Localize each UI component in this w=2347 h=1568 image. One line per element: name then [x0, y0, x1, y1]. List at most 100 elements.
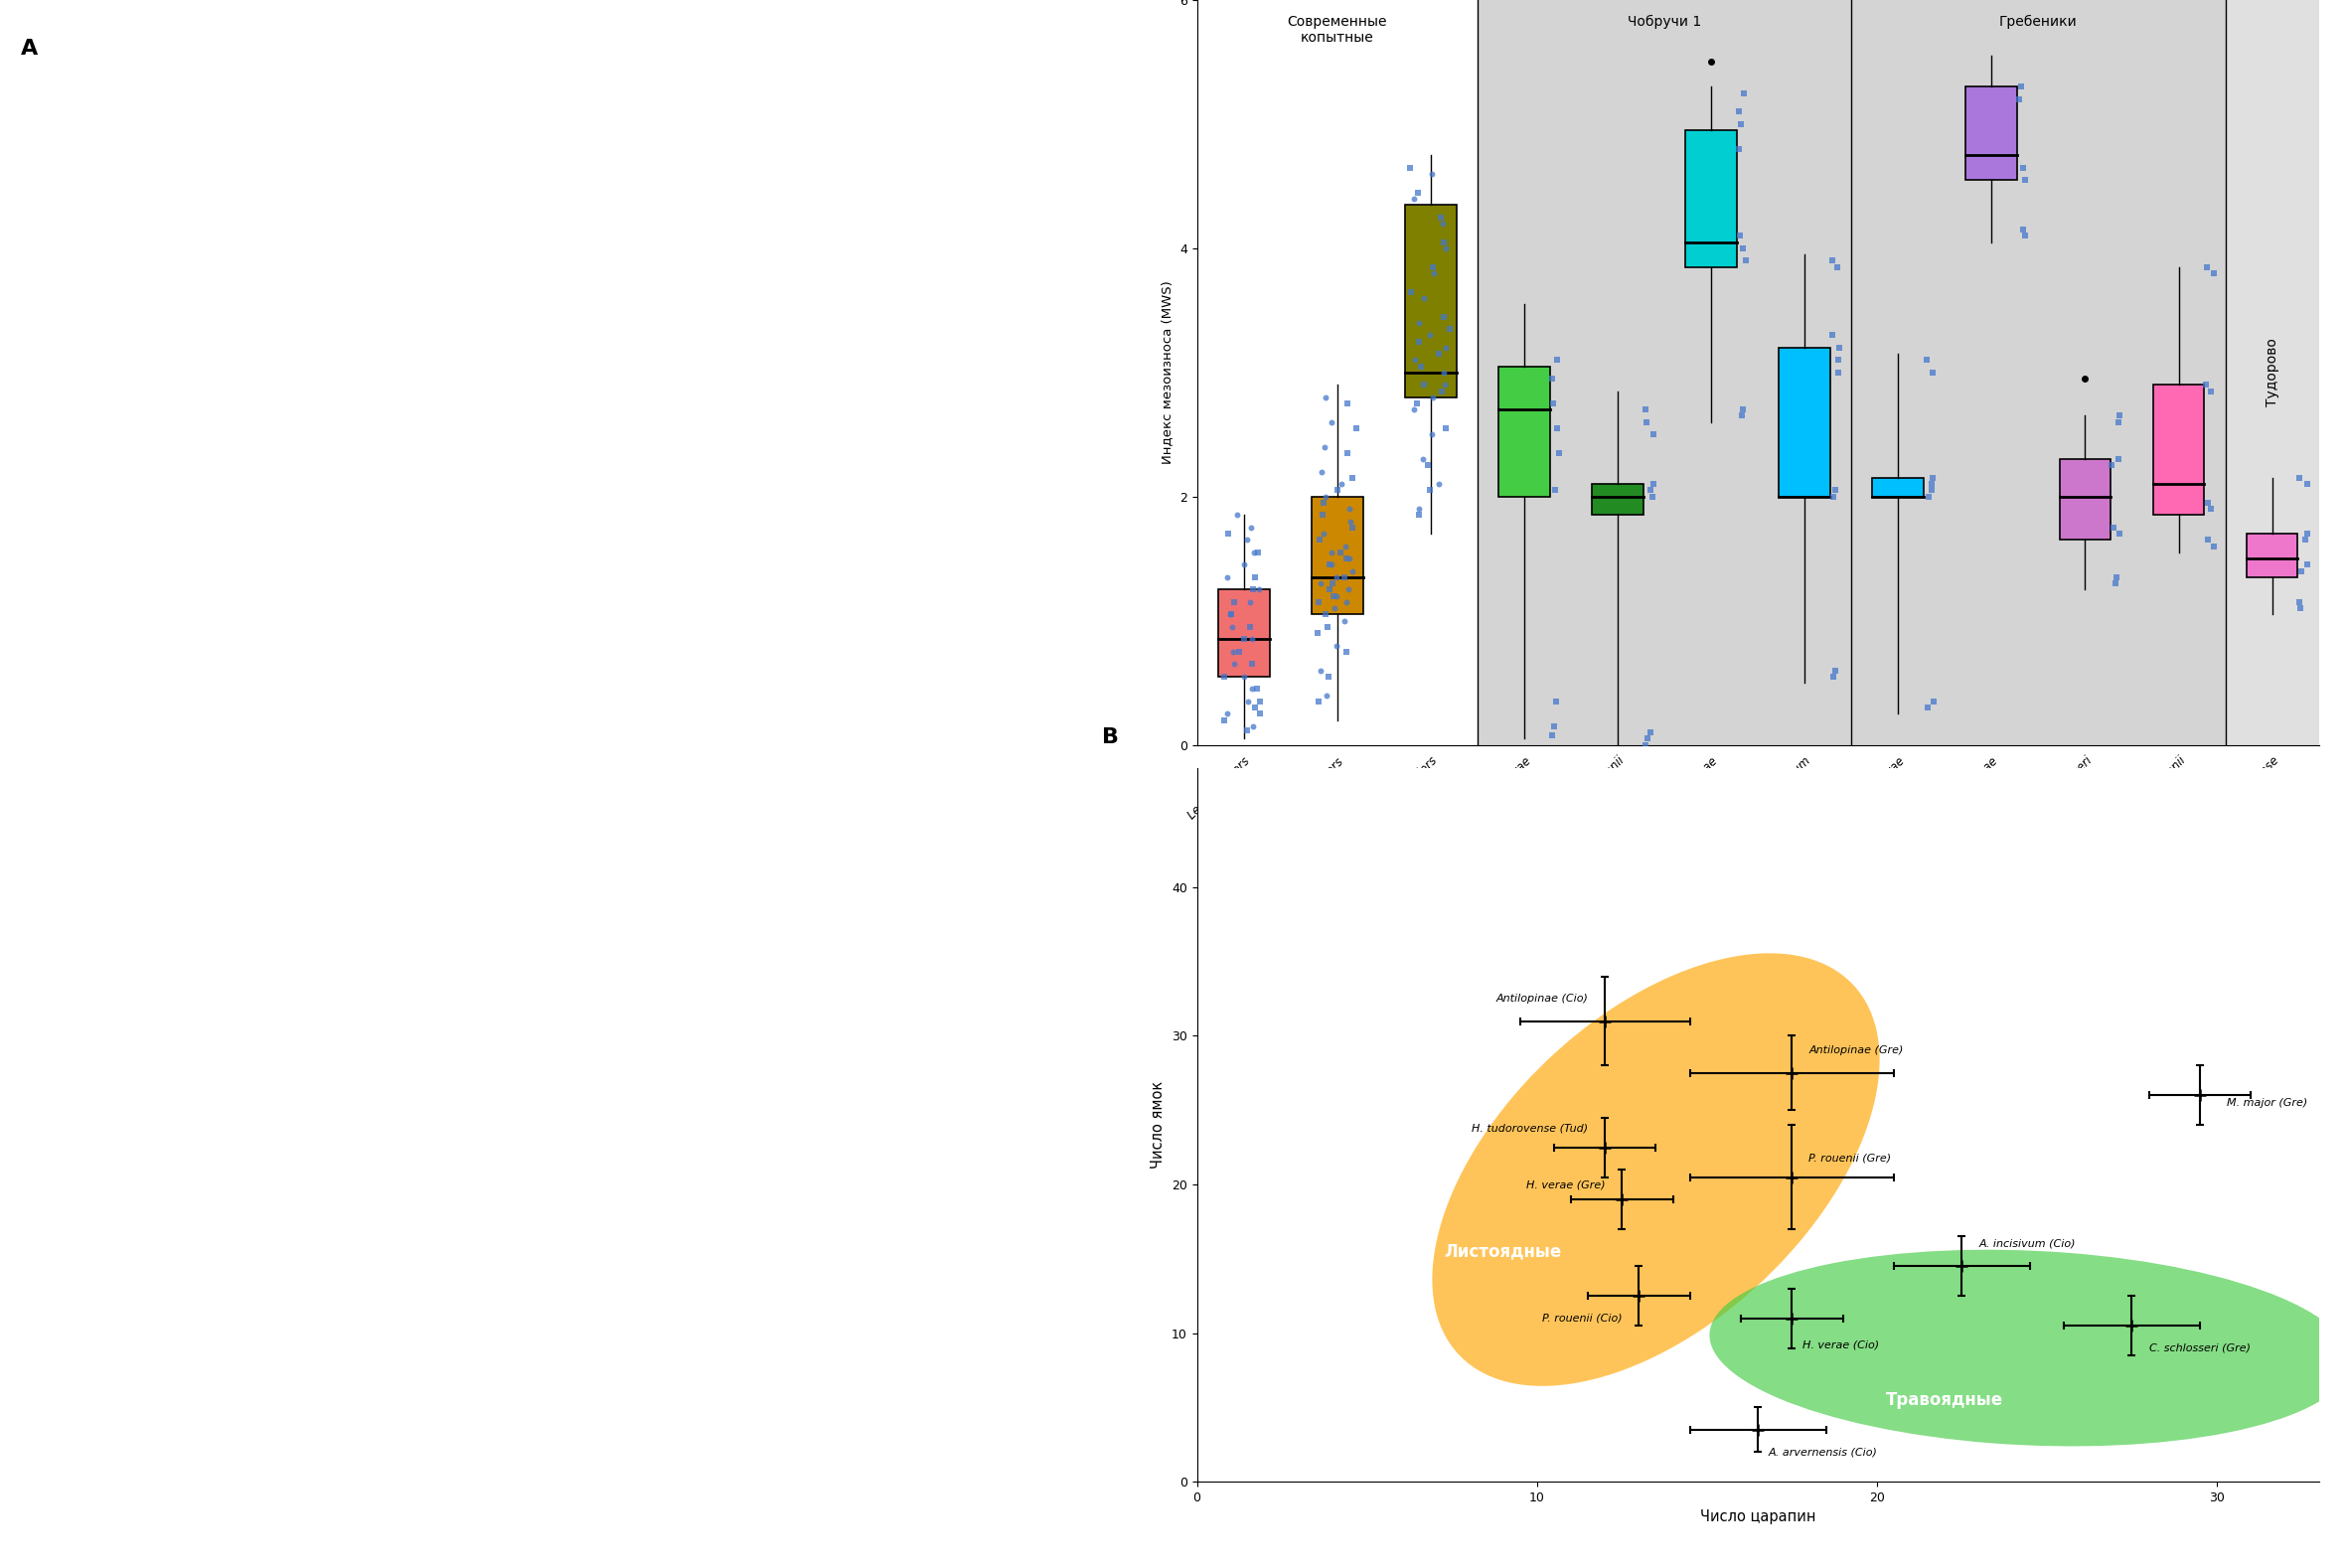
Point: [1817, 478, 1854, 503]
Text: M. major (Gre): M. major (Gre): [2227, 1098, 2307, 1107]
Point: [2194, 533, 2232, 558]
Point: [1425, 361, 1462, 386]
Point: [1399, 180, 1436, 205]
Point: [2286, 527, 2324, 552]
Point: [1725, 235, 1763, 260]
Point: [1326, 608, 1364, 633]
Point: [1537, 348, 1575, 373]
Point: [1326, 590, 1364, 615]
Point: [1631, 478, 1669, 503]
Point: [1727, 248, 1765, 273]
Point: [2094, 453, 2131, 478]
Point: [1209, 521, 1246, 546]
Text: Antilopinae (Gre): Antilopinae (Gre): [1810, 1046, 1903, 1055]
Point: [1432, 317, 1469, 342]
Point: [1533, 723, 1570, 748]
Point: [1631, 720, 1669, 745]
Point: [1225, 552, 1263, 577]
Point: [1540, 441, 1577, 466]
Point: [2098, 409, 2136, 434]
Point: [2096, 514, 2133, 539]
Point: [1425, 212, 1462, 237]
Text: P. rouenii (Gre): P. rouenii (Gre): [1810, 1152, 1892, 1163]
Bar: [1406, 205, 1457, 397]
Point: [1427, 235, 1465, 260]
Point: [2187, 372, 2225, 397]
Bar: [1591, 485, 1643, 516]
Point: [1401, 329, 1439, 354]
Point: [1913, 466, 1950, 491]
Point: [1303, 503, 1340, 528]
Point: [2101, 403, 2138, 428]
Y-axis label: Число ямок: Число ямок: [1150, 1082, 1166, 1168]
Point: [1206, 663, 1244, 688]
Point: [1314, 583, 1352, 608]
Point: [1232, 676, 1270, 701]
Text: А: А: [21, 39, 38, 60]
Point: [1303, 571, 1340, 596]
Point: [1326, 546, 1364, 571]
Point: [2194, 260, 2232, 285]
Point: [2187, 254, 2225, 279]
Point: [2281, 596, 2319, 621]
Point: [1535, 713, 1572, 739]
Point: [2281, 590, 2319, 615]
Point: [1333, 466, 1371, 491]
Text: Современные
копытные: Современные копытные: [1286, 16, 1387, 45]
Point: [1634, 485, 1671, 510]
Point: [1819, 348, 1856, 373]
Point: [1399, 390, 1436, 416]
Point: [1720, 136, 1758, 162]
Text: C. schlosseri (Gre): C. schlosseri (Gre): [2150, 1344, 2251, 1353]
Point: [1634, 472, 1671, 497]
Bar: [2058, 459, 2110, 539]
Point: [1225, 663, 1263, 688]
Point: [1913, 478, 1950, 503]
Text: Antilopinae (Cio): Antilopinae (Cio): [1495, 994, 1589, 1004]
Point: [1218, 503, 1256, 528]
Point: [1232, 615, 1270, 640]
Text: H. verae (Gre): H. verae (Gre): [1526, 1179, 1605, 1190]
Point: [1317, 633, 1354, 659]
Point: [2000, 86, 2037, 111]
Point: [1425, 304, 1462, 329]
Point: [1310, 663, 1347, 688]
Point: [1305, 434, 1342, 459]
Point: [1427, 336, 1465, 361]
Point: [1725, 80, 1763, 105]
Bar: [2225, 0, 2319, 745]
Point: [1413, 422, 1450, 447]
Point: [1396, 397, 1434, 422]
Point: [1404, 354, 1441, 379]
Text: Травоядные: Травоядные: [1887, 1391, 2004, 1410]
Point: [1394, 187, 1432, 212]
Point: [1319, 478, 1357, 503]
Point: [1235, 713, 1272, 739]
Point: [1814, 323, 1852, 348]
Point: [1298, 621, 1335, 646]
Point: [1232, 514, 1270, 539]
Text: A. incisivum (Cio): A. incisivum (Cio): [1979, 1239, 2075, 1250]
Point: [1720, 223, 1758, 248]
Point: [1401, 497, 1439, 522]
Point: [1216, 652, 1253, 677]
Point: [1420, 472, 1457, 497]
Point: [1303, 659, 1340, 684]
Point: [1310, 615, 1347, 640]
Y-axis label: Индекс мезоизноса (MWS): Индекс мезоизноса (MWS): [1162, 281, 1174, 464]
Point: [1425, 229, 1462, 254]
Point: [1814, 248, 1852, 273]
Point: [1413, 384, 1450, 409]
Point: [1910, 485, 1948, 510]
Point: [1415, 254, 1453, 279]
Point: [1720, 99, 1758, 124]
Point: [2192, 378, 2230, 403]
Point: [1314, 552, 1352, 577]
Point: [1220, 640, 1258, 665]
Point: [1333, 514, 1371, 539]
Point: [1326, 533, 1364, 558]
Point: [1422, 378, 1460, 403]
Point: [2288, 521, 2326, 546]
Point: [1227, 718, 1265, 743]
Point: [2190, 491, 2227, 516]
